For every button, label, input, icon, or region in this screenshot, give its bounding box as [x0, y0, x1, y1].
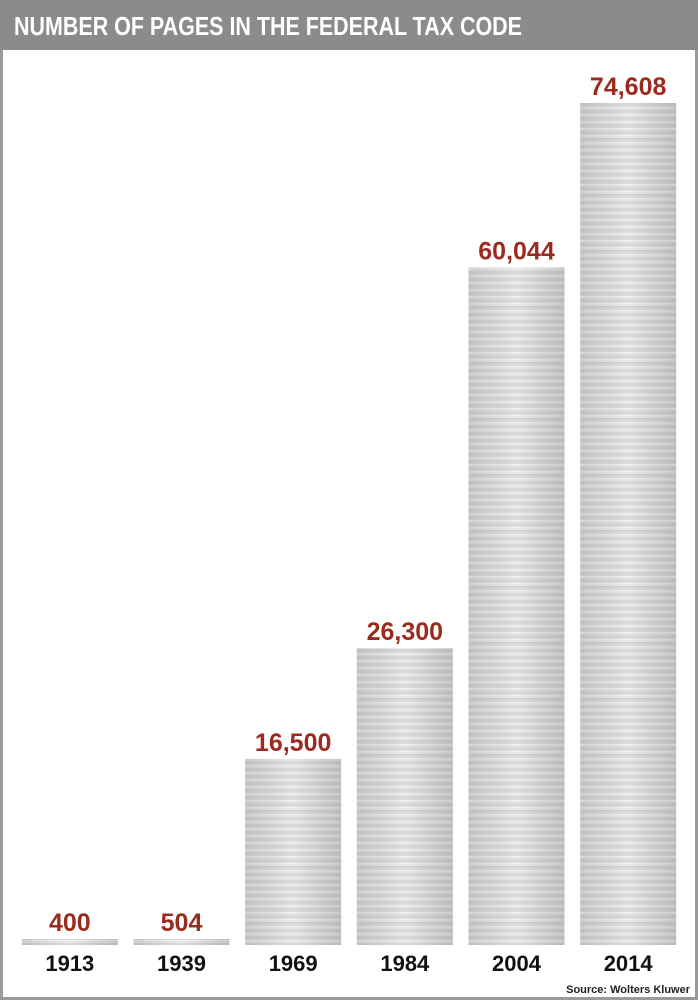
- stack-shade: [468, 267, 565, 945]
- value-label: 26,300: [367, 618, 443, 646]
- x-tick-label: 2004: [492, 951, 542, 976]
- value-label: 74,608: [590, 73, 667, 101]
- value-label: 60,044: [478, 237, 555, 265]
- stack-shade: [21, 939, 118, 945]
- stack-shade: [133, 939, 230, 945]
- stack-shade: [245, 758, 342, 945]
- value-label: 504: [161, 909, 203, 937]
- stack-shade: [356, 648, 453, 945]
- title-bar: [0, 0, 698, 50]
- source: Source: Wolters Kluwer: [566, 984, 691, 996]
- stack-shade: [580, 103, 677, 945]
- x-tick-label: 1939: [157, 951, 206, 976]
- x-tick-label: 1913: [45, 951, 94, 976]
- value-label: 400: [49, 909, 91, 937]
- x-tick-label: 1984: [380, 951, 430, 976]
- value-label: 16,500: [255, 729, 331, 757]
- x-tick-label: 1969: [269, 951, 318, 976]
- x-tick-label: 2014: [604, 951, 654, 976]
- chart-title: NUMBER OF PAGES IN THE FEDERAL TAX CODE: [14, 11, 522, 41]
